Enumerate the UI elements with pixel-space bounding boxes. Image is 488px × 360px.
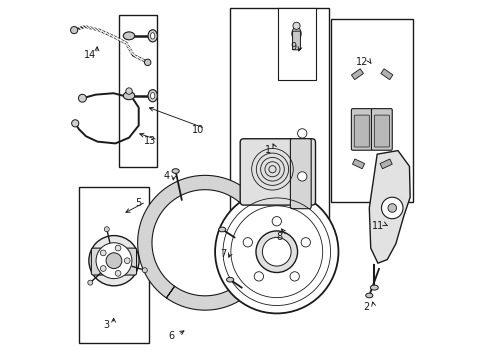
Polygon shape: [379, 159, 391, 169]
Text: 7: 7: [220, 248, 226, 258]
FancyBboxPatch shape: [240, 139, 315, 205]
Circle shape: [78, 94, 86, 102]
Ellipse shape: [369, 285, 378, 290]
Circle shape: [289, 272, 299, 281]
Bar: [330, 19, 412, 202]
Text: 10: 10: [191, 125, 203, 135]
Ellipse shape: [150, 33, 155, 39]
Circle shape: [115, 270, 121, 276]
Circle shape: [381, 197, 402, 219]
Text: 11: 11: [371, 221, 383, 231]
Ellipse shape: [218, 227, 225, 232]
Circle shape: [89, 235, 139, 286]
Circle shape: [100, 266, 106, 271]
Circle shape: [72, 120, 79, 127]
Text: 1: 1: [264, 144, 270, 154]
FancyBboxPatch shape: [292, 31, 300, 50]
FancyBboxPatch shape: [91, 248, 136, 275]
Circle shape: [215, 190, 338, 314]
Text: 2: 2: [363, 302, 369, 312]
Circle shape: [301, 238, 310, 247]
Polygon shape: [368, 150, 409, 263]
Bar: [119, 15, 156, 167]
Circle shape: [144, 59, 151, 66]
Circle shape: [262, 237, 290, 266]
Circle shape: [255, 231, 297, 273]
Ellipse shape: [123, 92, 135, 100]
Text: 9: 9: [289, 42, 296, 52]
FancyBboxPatch shape: [371, 109, 391, 150]
Polygon shape: [380, 69, 392, 80]
Circle shape: [115, 245, 121, 251]
Circle shape: [88, 280, 93, 285]
FancyBboxPatch shape: [351, 109, 371, 150]
Circle shape: [124, 258, 130, 264]
Text: 5: 5: [135, 198, 142, 208]
Circle shape: [271, 217, 281, 226]
Ellipse shape: [172, 169, 179, 174]
Ellipse shape: [123, 32, 135, 40]
Ellipse shape: [148, 90, 157, 102]
Text: 3: 3: [103, 320, 109, 330]
Circle shape: [292, 22, 300, 30]
FancyBboxPatch shape: [373, 115, 388, 147]
Polygon shape: [352, 159, 364, 169]
Circle shape: [100, 250, 106, 256]
Circle shape: [297, 172, 306, 181]
Text: 4: 4: [163, 171, 169, 181]
Ellipse shape: [291, 27, 301, 40]
Circle shape: [70, 27, 78, 34]
Ellipse shape: [148, 30, 157, 42]
Circle shape: [254, 272, 263, 281]
Circle shape: [142, 268, 147, 273]
Circle shape: [125, 88, 132, 94]
Bar: [230, 8, 328, 225]
Ellipse shape: [150, 93, 155, 99]
FancyBboxPatch shape: [353, 115, 368, 147]
FancyBboxPatch shape: [290, 139, 310, 209]
Circle shape: [106, 253, 122, 269]
Text: 12: 12: [355, 57, 367, 67]
Text: 14: 14: [83, 50, 96, 60]
Circle shape: [96, 243, 132, 279]
Circle shape: [387, 204, 396, 212]
Bar: [277, 8, 315, 80]
Ellipse shape: [226, 277, 233, 282]
Text: 8: 8: [276, 232, 282, 242]
Text: 6: 6: [167, 331, 174, 341]
Ellipse shape: [365, 293, 372, 298]
Bar: [79, 187, 149, 343]
Text: 13: 13: [144, 136, 156, 146]
Circle shape: [243, 238, 252, 247]
Polygon shape: [137, 175, 272, 310]
Circle shape: [104, 227, 109, 232]
Circle shape: [297, 129, 306, 138]
Polygon shape: [351, 69, 363, 80]
